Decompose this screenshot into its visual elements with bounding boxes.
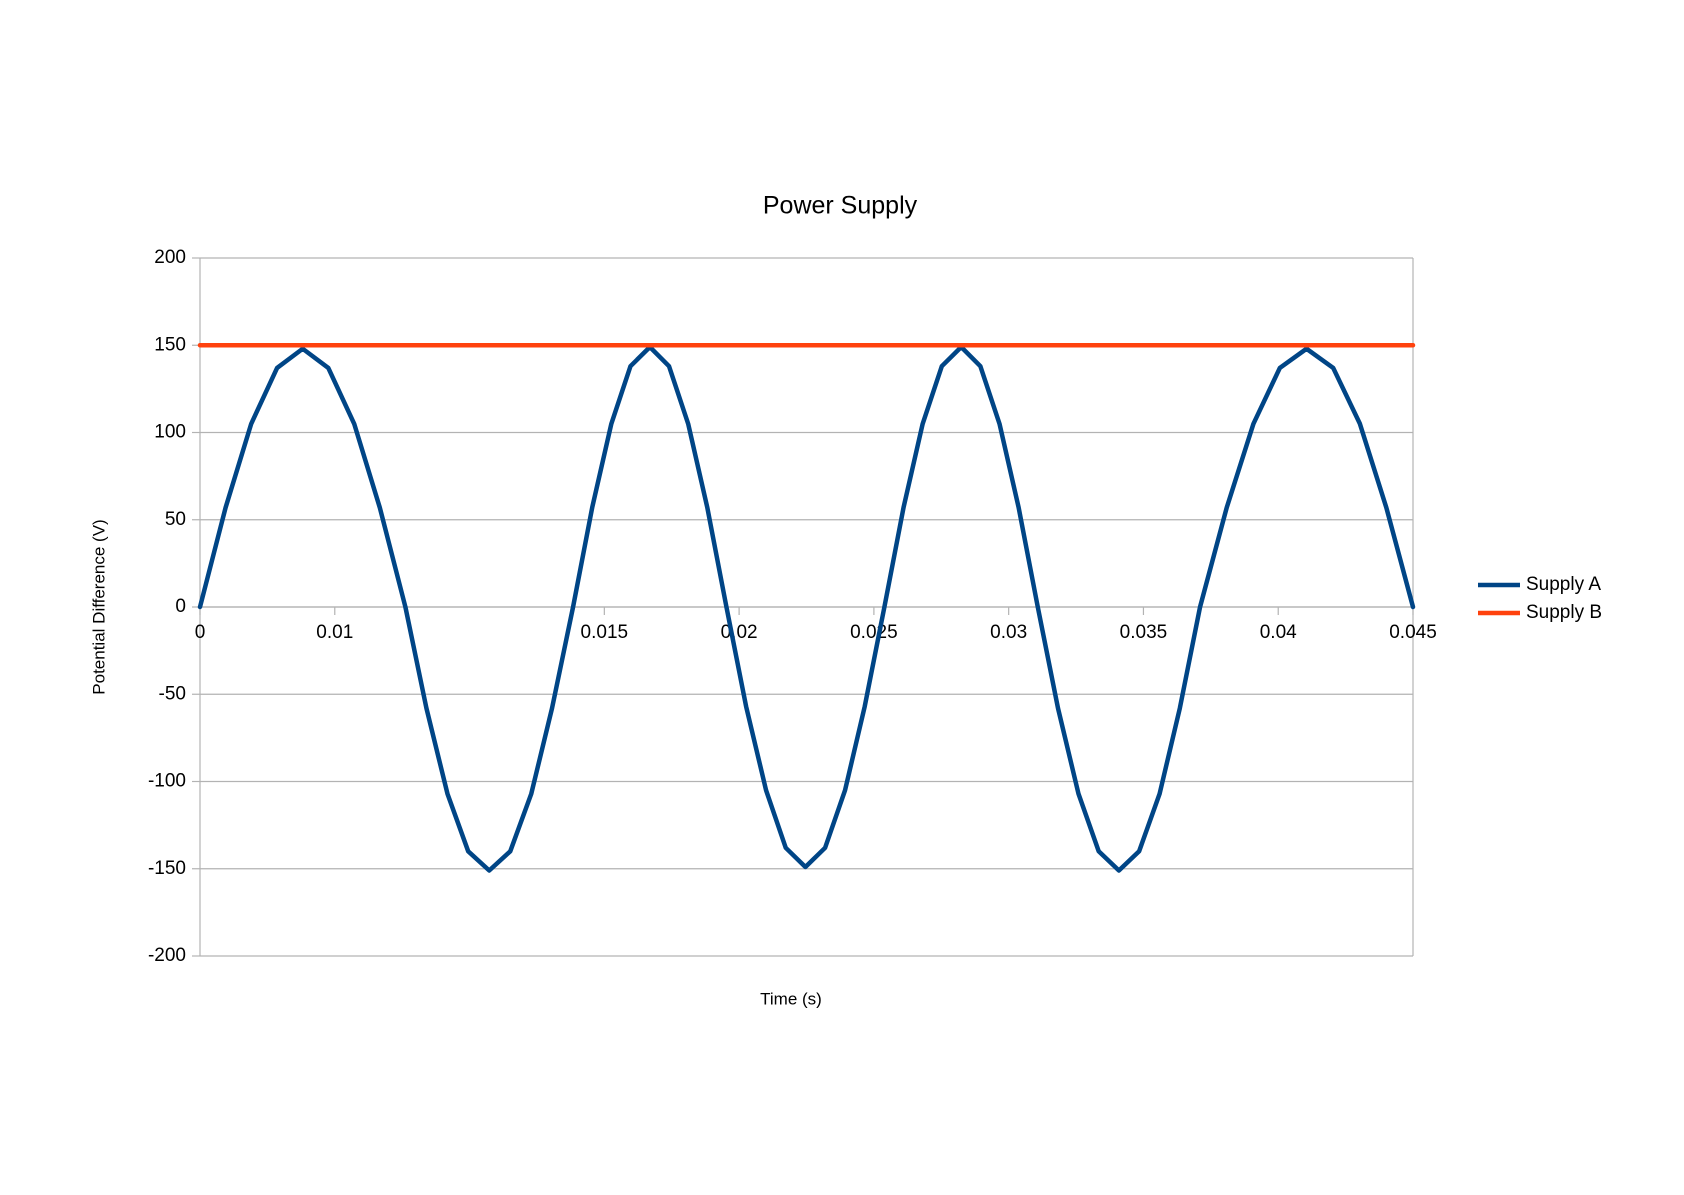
legend-label: Supply B: [1526, 602, 1602, 623]
y-tick-label: -100: [148, 771, 186, 792]
x-tick-label: 0: [195, 622, 206, 643]
y-tick-label: -50: [159, 683, 186, 704]
y-tick-label: 100: [154, 422, 186, 443]
y-tick-label: 200: [154, 247, 186, 268]
series-line: [197, 344, 1416, 873]
y-tick-label: -150: [148, 858, 186, 879]
x-tick-label: 0.035: [1120, 622, 1168, 643]
x-tick-label: 0.01: [316, 622, 353, 643]
x-tick-label: 0.03: [990, 622, 1027, 643]
x-tick-label: 0.04: [1260, 622, 1297, 643]
y-axis-label: Potential Difference (V): [89, 519, 108, 694]
chart-title: Power Supply: [763, 192, 918, 220]
x-axis-label: Time (s): [760, 989, 822, 1008]
x-tick-label: 0.025: [850, 622, 898, 643]
x-tick-label: 0.045: [1389, 622, 1437, 643]
legend-label: Supply A: [1526, 574, 1601, 595]
y-tick-label: 150: [154, 334, 186, 355]
y-tick-label: -200: [148, 945, 186, 966]
y-tick-label: 0: [175, 596, 186, 617]
x-tick-label: 0.02: [721, 622, 758, 643]
y-tick-label: 50: [165, 509, 186, 530]
x-tick-label: 0.015: [581, 622, 629, 643]
